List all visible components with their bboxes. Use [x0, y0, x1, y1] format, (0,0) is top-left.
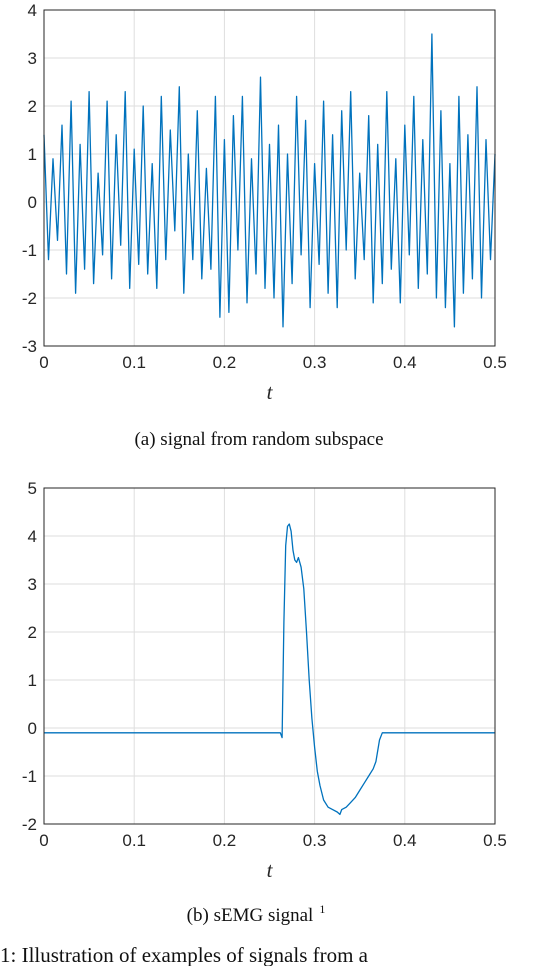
y-tick-label: 2 [28, 97, 37, 116]
plot-frame-b [43, 487, 496, 825]
caption-b: (b) sEMG signal 1 [187, 902, 326, 926]
y-tick-labels-a: -3 -2 -1 0 1 2 3 4 [22, 1, 37, 356]
y-tick-label: 4 [28, 1, 37, 20]
x-tick-label: 0.5 [483, 831, 507, 850]
caption-a: (a) signal from random subspace [134, 429, 383, 450]
y-tick-label: -2 [22, 815, 37, 834]
x-tick-label: 0 [39, 831, 48, 850]
y-tick-label: -1 [22, 767, 37, 786]
y-tick-label: 2 [28, 623, 37, 642]
x-tick-label: 0.4 [393, 831, 417, 850]
x-tick-label: 0.4 [393, 353, 417, 372]
figure-caption: 1: Illustration of examples of signals f… [0, 943, 369, 966]
y-tick-label: -1 [22, 241, 37, 260]
x-tick-label: 0.3 [303, 353, 327, 372]
y-tick-labels-b: -2 -1 0 1 2 3 4 5 [22, 479, 37, 834]
x-tick-label: 0.1 [122, 353, 146, 372]
grid-a [43, 9, 496, 347]
series-line-b [44, 523, 495, 816]
x-tick-label: 0.3 [303, 831, 327, 850]
y-tick-label: 0 [28, 193, 37, 212]
y-tick-label: 5 [28, 479, 37, 498]
series-line-a [43, 33, 496, 328]
y-tick-label: -2 [22, 289, 37, 308]
x-tick-label: 0.5 [483, 353, 507, 372]
y-tick-label: 4 [28, 527, 37, 546]
chart-a: -3 -2 -1 0 1 2 3 4 0 0.1 0.2 0.3 0.4 0.5 t (a) signa… [22, 1, 507, 450]
caption-b-superscript: 1 [319, 902, 325, 916]
x-tick-label: 0.2 [213, 353, 237, 372]
caption-b-text: (b) sEMG signal [187, 905, 314, 926]
y-tick-label: 3 [28, 49, 37, 68]
x-tick-labels-b: 0 0.1 0.2 0.3 0.4 0.5 [39, 831, 507, 850]
y-tick-label: -3 [22, 337, 37, 356]
x-tick-label: 0.1 [122, 831, 146, 850]
chart-b: -2 -1 0 1 2 3 4 5 0 0.1 0.2 0.3 0.4 0.5 t (b) sEMG s… [22, 479, 507, 926]
grid-b [43, 487, 496, 825]
y-tick-label: 1 [28, 671, 37, 690]
x-tick-labels-a: 0 0.1 0.2 0.3 0.4 0.5 [39, 353, 507, 372]
y-tick-label: 3 [28, 575, 37, 594]
x-axis-label-b: t [267, 858, 274, 882]
x-tick-label: 0 [39, 353, 48, 372]
y-tick-label: 0 [28, 719, 37, 738]
x-axis-label-a: t [267, 380, 274, 404]
x-tick-label: 0.2 [213, 831, 237, 850]
plot-frame-a [43, 9, 496, 347]
y-tick-label: 1 [28, 145, 37, 164]
